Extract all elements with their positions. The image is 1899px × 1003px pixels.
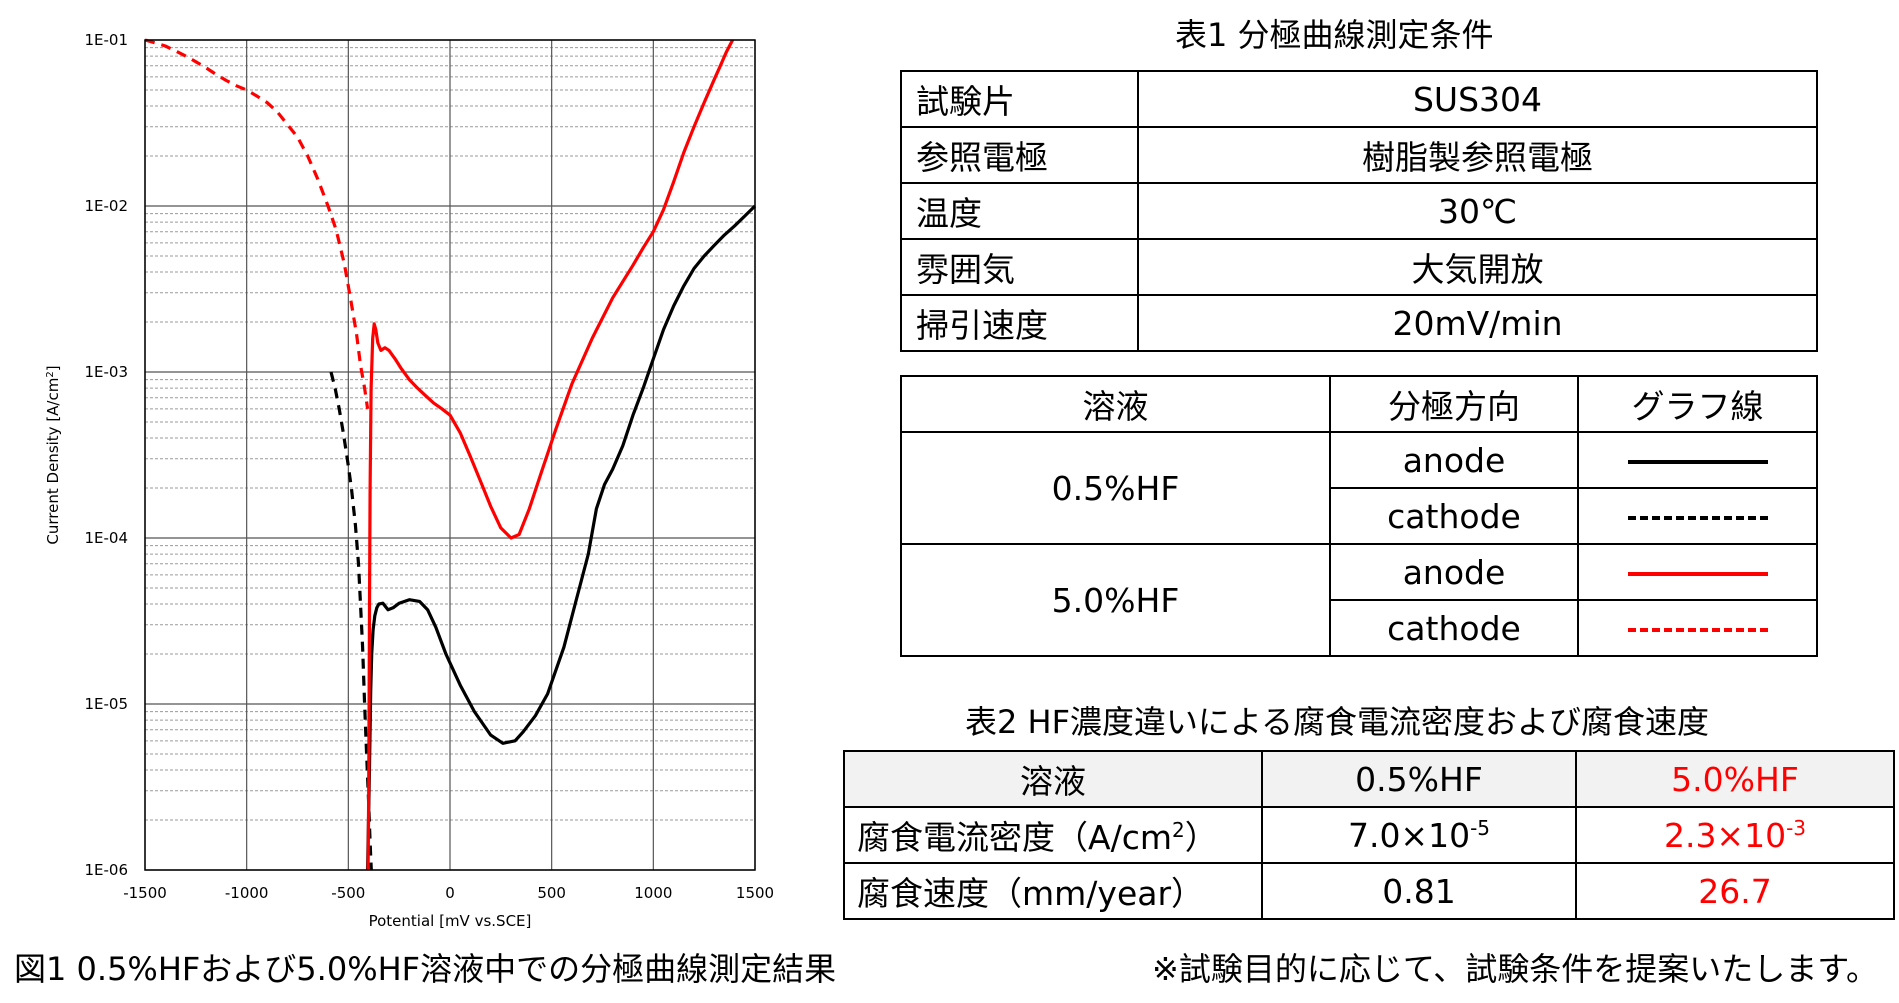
condition-label: 参照電極 (900, 126, 1139, 184)
table-header-row: 溶液 0.5%HF 5.0%HF (843, 750, 1895, 808)
series-line (366, 39, 735, 871)
condition-value: 30℃ (1137, 182, 1818, 240)
y-axis-label: Current Density [A/cm2] (44, 365, 62, 544)
polarization-chart: 1E-01 1E-02 1E-03 1E-04 1E-05 1E-06 -1500 -1000… (44, 31, 774, 930)
header-solution: 溶液 (900, 375, 1331, 433)
condition-value: 大気開放 (1137, 238, 1818, 296)
legend-line-red-solid (1627, 572, 1768, 576)
table-row: 参照電極 樹脂製参照電極 (900, 126, 1818, 184)
series-line (144, 38, 370, 410)
direction-cell: cathode (1329, 599, 1579, 657)
x-tick-label: 500 (537, 884, 566, 902)
current-density-0.5: 7.0×10-5 (1261, 806, 1577, 864)
header-col2: 5.0%HF (1575, 750, 1895, 808)
direction-cell: cathode (1329, 487, 1579, 545)
figure-caption: 図1 0.5%HFおよび5.0%HF溶液中での分極曲線測定結果 (14, 950, 837, 988)
legend-line-black-solid (1627, 460, 1768, 464)
condition-label: 雰囲気 (900, 238, 1139, 296)
row-label: 腐食電流密度（A/cm2） (843, 806, 1263, 864)
table-row: 掃引速度 20mV/min (900, 294, 1818, 352)
conditions-table: 試験片 SUS304 参照電極 樹脂製参照電極 温度 30℃ 雰囲気 大気開放 … (900, 70, 1818, 352)
series-line (366, 204, 757, 871)
table-row: 試験片 SUS304 (900, 70, 1818, 128)
condition-value: 20mV/min (1137, 294, 1818, 352)
line-sample-cell (1577, 599, 1818, 657)
corrosion-rate-5.0: 26.7 (1575, 862, 1895, 920)
series-line (329, 371, 373, 871)
chart-ticks: 1E-01 1E-02 1E-03 1E-04 1E-05 1E-06 -1500 -1000… (84, 31, 774, 902)
y-tick-label: 1E-04 (84, 529, 128, 547)
current-density-5.0: 2.3×10-3 (1575, 806, 1895, 864)
legend-table: 溶液 分極方向 グラフ線 0.5%HF anode cathode 5.0%HF… (900, 375, 1818, 657)
line-sample-cell (1577, 543, 1818, 601)
direction-cell: anode (1329, 543, 1579, 601)
table-row: 5.0%HF anode (900, 543, 1818, 657)
x-tick-label: -1500 (123, 884, 167, 902)
solution-cell: 0.5%HF (900, 431, 1331, 545)
header-line: グラフ線 (1577, 375, 1818, 433)
x-tick-label: -500 (331, 884, 365, 902)
x-tick-label: 1000 (634, 884, 672, 902)
x-tick-label: -1000 (225, 884, 269, 902)
condition-label: 試験片 (900, 70, 1139, 128)
table2-title: 表2 HF濃度違いによる腐食電流密度および腐食速度 (965, 703, 1710, 741)
y-tick-label: 1E-03 (84, 363, 128, 381)
x-axis-label: Potential [mV vs.SCE] (369, 912, 532, 930)
corrosion-table: 溶液 0.5%HF 5.0%HF 腐食電流密度（A/cm2） 7.0×10-5 … (843, 750, 1895, 920)
table-row: 0.5%HF anode (900, 431, 1818, 545)
chart-series (144, 38, 757, 871)
plot-frame (144, 39, 756, 871)
legend-line-black-dashed (1627, 516, 1768, 520)
table-row: 腐食速度（mm/year） 0.81 26.7 (843, 862, 1895, 920)
line-sample-cell (1577, 487, 1818, 545)
solution-cell: 5.0%HF (900, 543, 1331, 657)
table-row: 温度 30℃ (900, 182, 1818, 240)
header-col1: 0.5%HF (1261, 750, 1577, 808)
y-tick-label: 1E-02 (84, 197, 128, 215)
line-sample-cell (1577, 431, 1818, 489)
y-tick-label: 1E-01 (84, 31, 128, 49)
table-header-row: 溶液 分極方向 グラフ線 (900, 375, 1818, 433)
x-tick-label: 0 (445, 884, 455, 902)
condition-label: 温度 (900, 182, 1139, 240)
corrosion-rate-0.5: 0.81 (1261, 862, 1577, 920)
condition-label: 掃引速度 (900, 294, 1139, 352)
condition-value: SUS304 (1137, 70, 1818, 128)
condition-value: 樹脂製参照電極 (1137, 126, 1818, 184)
header-direction: 分極方向 (1329, 375, 1579, 433)
row-label: 腐食速度（mm/year） (843, 862, 1263, 920)
note-caption: ※試験目的に応じて、試験条件を提案いたします。 (1152, 950, 1879, 988)
table-row: cathode (901, 487, 1818, 545)
table-row: cathode (901, 599, 1818, 657)
table1-title: 表1 分極曲線測定条件 (1175, 16, 1494, 54)
x-tick-label: 1500 (736, 884, 774, 902)
legend-line-red-dashed (1627, 628, 1768, 632)
direction-cell: anode (1329, 431, 1579, 489)
chart-grid (144, 39, 756, 871)
table-row: 雰囲気 大気開放 (900, 238, 1818, 296)
header-solution: 溶液 (843, 750, 1263, 808)
y-tick-label: 1E-06 (84, 861, 128, 879)
y-tick-label: 1E-05 (84, 695, 128, 713)
table-row: 腐食電流密度（A/cm2） 7.0×10-5 2.3×10-3 (843, 806, 1895, 864)
